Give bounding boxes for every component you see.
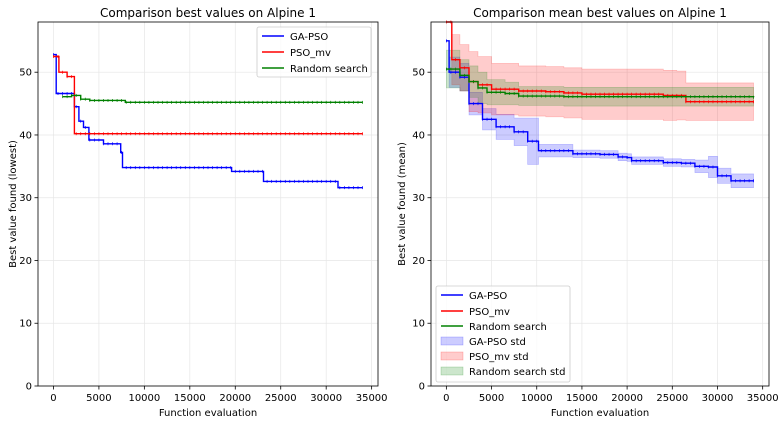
right-x-tick-label: 10000: [521, 393, 553, 404]
right-series-lines: [446, 20, 755, 183]
right-y-tick-label: 40: [412, 130, 425, 141]
right-legend-label-ga-pso: GA-PSO: [469, 291, 507, 302]
left-x-tick-label: 25000: [265, 393, 297, 404]
left-chart: Comparison best values on Alpine 1 0 5000…: [8, 6, 388, 419]
right-legend: GA-PSO PSO_mv Random search GA-PSO std P…: [435, 285, 571, 383]
left-chart-title: Comparison best values on Alpine 1: [100, 6, 316, 20]
left-x-tick-label: 5000: [86, 393, 111, 404]
right-x-tick-label: 0: [443, 393, 449, 404]
right-x-axis-label: Function evaluation: [551, 408, 649, 419]
left-series-line-pso-mv: [53, 55, 363, 135]
left-series-markers-pso-mv: [53, 55, 363, 136]
left-x-tick-label: 10000: [128, 393, 160, 404]
right-y-axis-label: Best value found (mean): [397, 142, 408, 266]
right-x-tick-label: 25000: [656, 393, 688, 404]
left-legend-label-random-search: Random search: [290, 64, 368, 75]
left-x-tick-label: 30000: [310, 393, 342, 404]
right-plot-frame: [430, 21, 770, 387]
left-plot-frame: [37, 21, 379, 387]
right-legend-label-ga-pso-std: GA-PSO std: [469, 337, 526, 348]
left-legend: GA-PSO PSO_mv Random search: [256, 26, 372, 78]
right-x-tick-label: 35000: [747, 393, 779, 404]
right-legend-swatch-random-search-std: [440, 366, 464, 376]
right-y-tick-label: 50: [412, 68, 425, 79]
left-series-markers-random-search: [62, 93, 363, 104]
left-y-tick-label: 30: [19, 193, 32, 204]
left-y-tick-label: 40: [19, 130, 32, 141]
right-legend-swatch-pso-mv-std: [440, 351, 464, 361]
left-y-tick-label: 50: [19, 68, 32, 79]
right-y-tick-label: 20: [412, 256, 425, 267]
left-x-tick-label: 20000: [219, 393, 251, 404]
left-y-tick-label: 0: [26, 382, 32, 393]
left-y-tick-label: 20: [19, 256, 32, 267]
left-legend-label-ga-pso: GA-PSO: [290, 32, 328, 43]
right-x-tick-label: 20000: [611, 393, 643, 404]
right-legend-label-random-search-std: Random search std: [469, 367, 565, 378]
left-legend-label-pso-mv: PSO_mv: [290, 48, 331, 59]
left-series-markers-ga-pso: [53, 53, 363, 190]
left-series-lines: [53, 53, 363, 190]
right-chart: Comparison mean best values on Alpine 1 …: [397, 6, 779, 419]
right-series-markers-random-search: [446, 67, 754, 99]
left-x-axis-label: Function evaluation: [159, 408, 257, 419]
left-legend-box: [256, 26, 372, 78]
right-y-tick-label: 0: [419, 382, 425, 393]
left-axis-ticks: 0 5000 10000 15000 20000 25000 30000 35000 0 10 20…: [19, 68, 387, 404]
right-std-bands: [446, 21, 754, 188]
right-legend-label-pso-mv: PSO_mv: [469, 307, 510, 318]
right-legend-box: [435, 285, 571, 383]
right-legend-label-pso-mv-std: PSO_mv std: [469, 352, 529, 363]
right-y-tick-label: 30: [412, 193, 425, 204]
right-series-markers-ga-pso: [446, 39, 754, 183]
right-ga-pso-std-band: [446, 40, 754, 188]
left-x-tick-label: 0: [50, 393, 56, 404]
right-axis-ticks: 0 5000 10000 15000 20000 25000 30000 35000 0 10 20…: [412, 68, 778, 404]
right-x-tick-label: 5000: [479, 393, 504, 404]
right-legend-swatch-ga-pso-std: [440, 336, 464, 346]
left-x-tick-label: 35000: [356, 393, 388, 404]
right-y-tick-label: 10: [412, 319, 425, 330]
right-x-tick-label: 15000: [566, 393, 598, 404]
left-y-axis-label: Best value found (lowest): [8, 140, 19, 268]
right-x-tick-label: 30000: [702, 393, 734, 404]
right-legend-label-random-search: Random search: [469, 322, 547, 333]
right-chart-title: Comparison mean best values on Alpine 1: [473, 6, 727, 20]
left-y-tick-label: 10: [19, 319, 32, 330]
left-x-tick-label: 15000: [174, 393, 206, 404]
